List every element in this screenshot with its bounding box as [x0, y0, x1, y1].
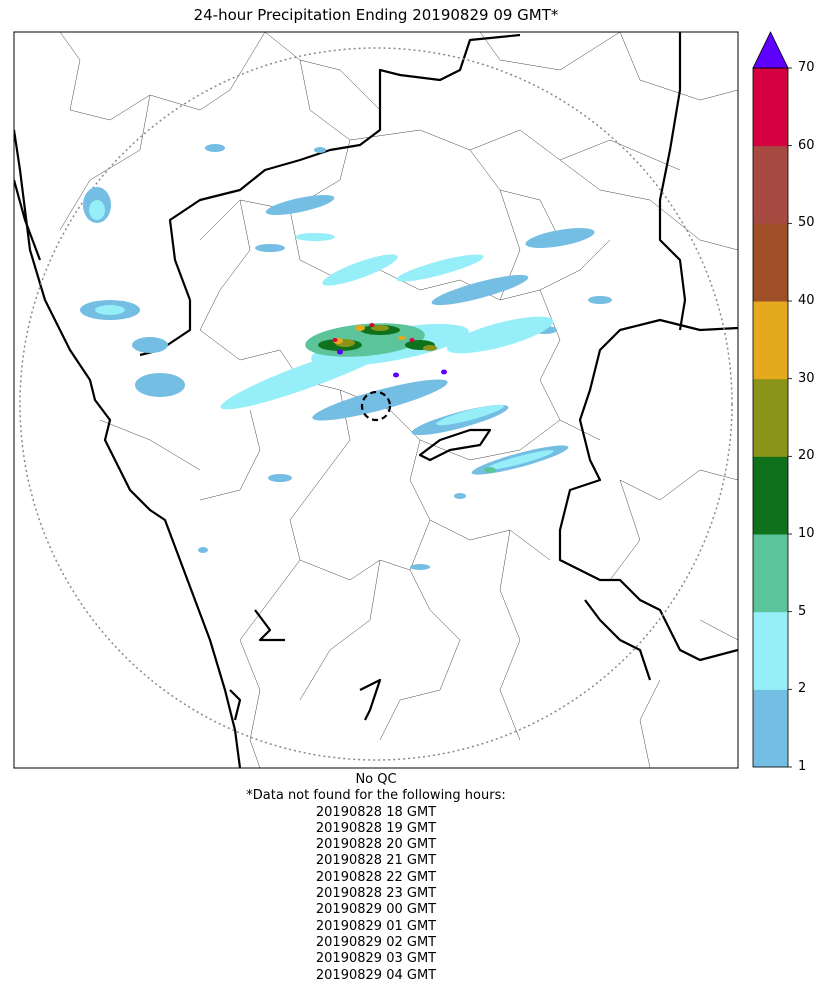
missing-hour-item: 20190828 19 GMT: [315, 820, 437, 836]
missing-hour-item: 20190828 18 GMT: [315, 804, 437, 820]
radar-range-ring: [19, 47, 733, 761]
missing-hour-item: 20190828 20 GMT: [315, 837, 437, 853]
colorbar-segment: [753, 145, 788, 224]
missing-hour-item: 20190828 23 GMT: [315, 886, 437, 902]
colorbar-tick-label: 30: [798, 370, 815, 386]
missing-hours-list: 20190828 18 GMT 20190828 19 GMT 20190828 2…: [14, 805, 738, 984]
colorbar-tick-label: 40: [798, 293, 815, 308]
colorbar-segment: [753, 68, 788, 147]
qc-label: No QC: [355, 772, 397, 787]
colorbar-tick-label: 10: [798, 526, 815, 541]
colorbar-tick-label: 70: [798, 60, 815, 75]
colorbar-segment: [753, 534, 788, 613]
missing-hour-item: 20190829 02 GMT: [315, 934, 437, 950]
map-frame: [13, 31, 739, 769]
colorbar-frame: [752, 67, 789, 768]
colorbar-tick-label: 2: [798, 681, 807, 697]
colorbar-segment: [753, 456, 788, 535]
colorbar-segment: [753, 223, 788, 302]
state-boundaries: [14, 32, 738, 768]
colorbar-extend-arrow: [752, 31, 789, 69]
map-title: 24-hour Precipitation Ending 20190829 09…: [193, 6, 559, 24]
missing-hour-item: 20190829 04 GMT: [315, 967, 437, 983]
missing-hour-item: 20190829 03 GMT: [315, 951, 437, 967]
radar-site-marker: [360, 390, 392, 422]
missing-data-note: *Data not found for the following hours:: [246, 788, 506, 804]
colorbar-tick-label: 60: [798, 137, 815, 153]
colorbar: [752, 31, 792, 768]
missing-hour-item: 20190829 01 GMT: [315, 918, 437, 934]
missing-hour-item: 20190828 22 GMT: [315, 869, 437, 885]
colorbar-tick-label: 1: [798, 759, 807, 774]
colorbar-segment: [753, 689, 788, 768]
colorbar-segment: [753, 611, 788, 690]
colorbar-tick-label: 20: [798, 448, 815, 464]
colorbar-segment: [753, 378, 788, 457]
colorbar-tick-label: 5: [798, 603, 807, 619]
missing-hour-item: 20190828 21 GMT: [315, 853, 437, 869]
colorbar-tick-label: 50: [798, 215, 815, 231]
precipitation-areas: [80, 144, 612, 570]
colorbar-segment: [753, 301, 788, 380]
missing-hour-item: 20190829 00 GMT: [315, 902, 437, 918]
footer-notes: No QC *Data not found for the following …: [14, 772, 738, 984]
